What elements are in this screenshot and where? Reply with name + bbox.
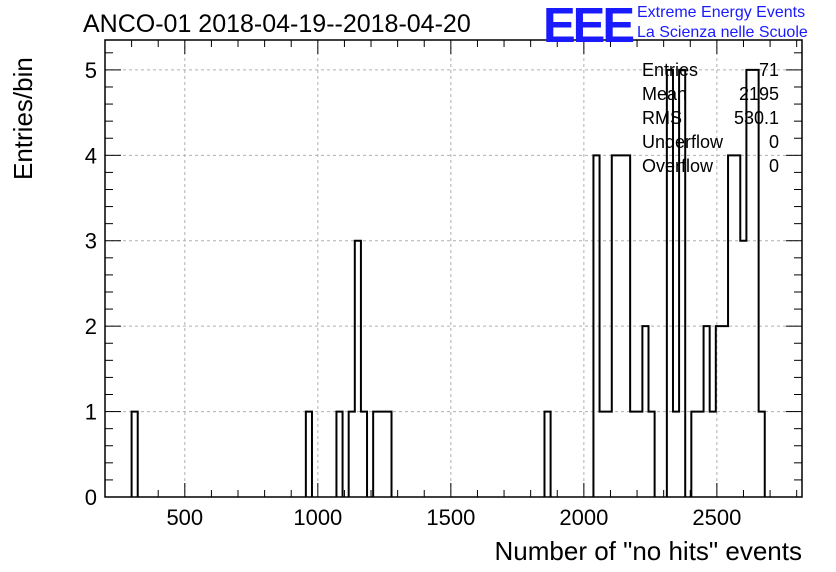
histogram-bin: [306, 412, 312, 497]
histogram-bin: [618, 155, 624, 497]
histogram-bin: [697, 412, 703, 497]
stat-underflow: Underflow 0: [642, 130, 779, 154]
histogram-bin: [728, 155, 734, 497]
histogram-bin: [710, 412, 716, 497]
histogram-bin: [606, 412, 612, 497]
stat-entries: Entries 71: [642, 58, 779, 82]
histogram-bin: [385, 412, 391, 497]
y-axis-label: Entries/bin: [8, 57, 38, 180]
histogram-bin: [649, 412, 655, 497]
plot-frame: [104, 39, 803, 498]
histogram-bin: [630, 412, 636, 497]
stat-value: 0: [768, 132, 779, 152]
histogram-bin: [349, 412, 355, 497]
histogram-bin: [132, 412, 138, 497]
histogram-bin: [373, 412, 379, 497]
x-tick-label: 1500: [426, 505, 475, 530]
histogram-bin: [593, 155, 599, 497]
histogram-outline: [130, 68, 766, 497]
x-tick-label: 2500: [692, 505, 741, 530]
stat-rms: RMS 530.1: [642, 106, 779, 130]
axes: [104, 39, 803, 498]
histogram-bin: [624, 155, 630, 497]
histogram-bin: [704, 326, 710, 497]
logo-caption: Extreme Energy Events La Scienza nelle S…: [637, 3, 808, 43]
histogram-bin: [642, 326, 648, 497]
stat-label: Overflow: [642, 156, 714, 176]
histogram-bin: [722, 326, 728, 497]
eee-logo: EEE: [543, 0, 635, 53]
y-tick-label: 5: [85, 58, 97, 83]
x-axis-label: Number of "no hits" events: [494, 536, 803, 566]
histogram-bin: [716, 326, 722, 497]
stat-label: Mean: [642, 84, 688, 104]
y-axis-ticks: 0 1 2 3 4 5: [85, 58, 97, 510]
grid-lines: [105, 40, 802, 497]
histogram-bin: [336, 412, 342, 497]
histogram-bin: [361, 412, 367, 497]
histogram-bin: [734, 155, 740, 497]
stat-value: 0: [768, 156, 779, 176]
histogram-bin: [673, 412, 679, 497]
stats-box: Entries 71 Mean 2195 RMS 530.1 Underflow 0 O…: [642, 58, 779, 178]
stat-overflow: Overflow 0: [642, 154, 779, 178]
histogram-bin: [355, 241, 361, 497]
y-tick-label: 1: [85, 400, 97, 425]
histogram-bin: [612, 155, 618, 497]
stat-value: 530.1: [733, 108, 779, 128]
chart-title: ANCO-01 2018-04-19--2018-04-20: [83, 10, 471, 38]
histogram-bin: [691, 412, 697, 497]
stat-mean: Mean 2195: [642, 82, 779, 106]
logo-caption-line1: Extreme Energy Events: [637, 4, 806, 21]
stat-value: 71: [758, 60, 779, 80]
histogram-bin: [379, 412, 385, 497]
logo-caption-line2: La Scienza nelle Scuole: [637, 24, 808, 41]
stat-value: 2195: [738, 84, 779, 104]
histogram-bin: [544, 412, 550, 497]
histogram-bin: [759, 412, 765, 497]
y-tick-label: 2: [85, 314, 97, 339]
y-tick-label: 0: [85, 485, 97, 510]
stat-label: RMS: [642, 108, 682, 128]
histogram-bin: [636, 412, 642, 497]
stat-label: Underflow: [642, 132, 724, 152]
histogram-bin: [600, 412, 606, 497]
x-tick-label: 2000: [559, 505, 608, 530]
y-tick-label: 3: [85, 229, 97, 254]
y-tick-label: 4: [85, 143, 97, 168]
histogram-bin: [740, 241, 746, 497]
stat-label: Entries: [642, 60, 699, 80]
x-tick-label: 1000: [293, 505, 342, 530]
x-axis-ticks: 500 1000 1500 2000 2500: [166, 505, 741, 530]
x-tick-label: 500: [166, 505, 203, 530]
